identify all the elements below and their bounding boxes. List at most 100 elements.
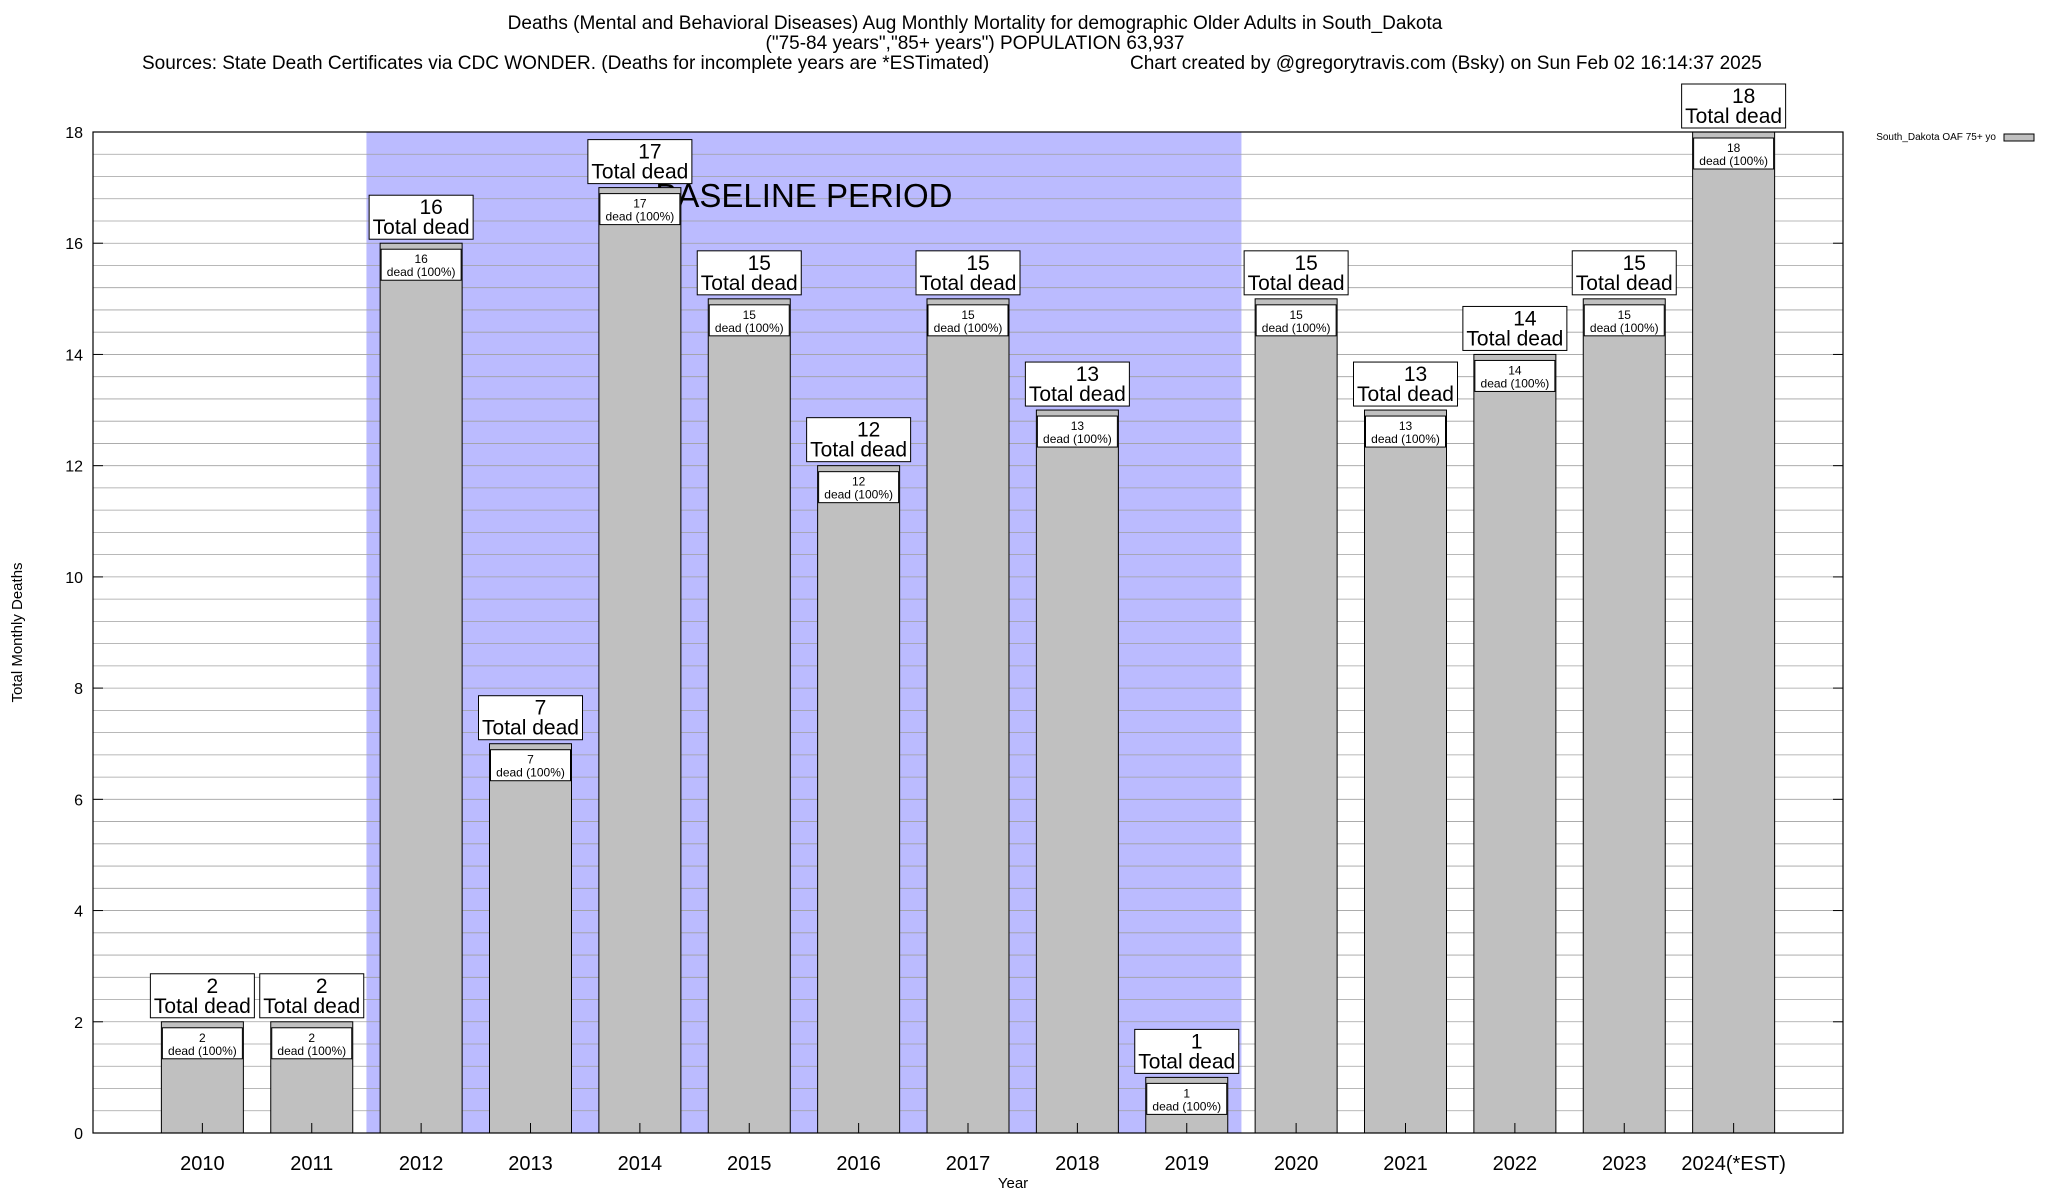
x-tick-label: 2014	[618, 1153, 663, 1175]
bar-inner-label-value: 13	[1071, 419, 1085, 433]
x-tick-label: 2023	[1602, 1153, 1647, 1175]
bar-inner-label-value: 7	[527, 753, 534, 767]
bar-inner-label-box	[599, 193, 681, 226]
bar-total-label: Total dead	[1466, 327, 1563, 350]
bar-total-value: 18	[1732, 85, 1755, 108]
bar-total-label-box	[1571, 250, 1677, 296]
x-tick-label: 2012	[399, 1153, 444, 1175]
x-tick-label: 2013	[508, 1153, 553, 1175]
x-axis-title: Year	[998, 1175, 1028, 1192]
bar-total-label: Total dead	[1685, 105, 1782, 128]
y-tick-label: 10	[65, 570, 83, 587]
legend-swatch	[2003, 133, 2035, 142]
bar-inner-label-text: dead (100%)	[934, 321, 1003, 335]
bar-total-label: Total dead	[373, 216, 470, 239]
bar-inner-label-text: dead (100%)	[168, 1044, 237, 1058]
bar-total-value: 15	[966, 252, 989, 275]
bar-total-value: 15	[748, 252, 771, 275]
y-tick-label: 8	[74, 681, 83, 698]
bar-total-label: Total dead	[920, 272, 1017, 295]
bar-inner-label-value: 2	[199, 1031, 206, 1045]
bar-inner-label-text: dead (100%)	[1152, 1099, 1221, 1113]
bar-inner-label-text: dead (100%)	[496, 766, 565, 780]
bar-inner-label-text: dead (100%)	[715, 321, 784, 335]
bar-total-label: Total dead	[701, 272, 798, 295]
y-tick-label: 0	[74, 1126, 83, 1143]
chart-title: Deaths (Mental and Behavioral Diseases) …	[507, 13, 1443, 34]
y-tick-label: 6	[74, 792, 83, 809]
bar	[1254, 298, 1338, 1134]
bar	[1692, 131, 1776, 1134]
bar-inner-label-value: 15	[1289, 308, 1303, 322]
bar-total-value: 14	[1513, 307, 1537, 330]
bar-inner-label-box	[1255, 304, 1337, 337]
bar-total-value: 15	[1623, 252, 1646, 275]
bar-total-value: 2	[207, 975, 219, 998]
x-tick-label: 2022	[1493, 1153, 1538, 1175]
bar-inner-label-value: 15	[1618, 308, 1632, 322]
bar	[598, 187, 682, 1134]
bar-inner-label-box	[490, 749, 571, 782]
bar-total-label-box	[915, 250, 1021, 296]
y-tick-label: 12	[65, 459, 83, 476]
chart-credit: Chart created by @gregorytravis.com (Bsk…	[1130, 53, 1762, 74]
bar-total-value: 1	[1191, 1030, 1203, 1053]
x-tick-label: 2021	[1383, 1153, 1428, 1175]
bar-total-label: Total dead	[482, 717, 579, 740]
bar-inner-label-box	[708, 304, 790, 337]
bar-inner-label-value: 15	[961, 308, 975, 322]
bar-inner-label-box	[927, 304, 1009, 337]
bar-inner-label-text: dead (100%)	[1262, 321, 1331, 335]
bar-total-label-box	[368, 194, 474, 240]
bar-inner-label-text: dead (100%)	[1481, 376, 1550, 390]
y-tick-label: 2	[74, 1015, 83, 1032]
bar-total-label: Total dead	[1357, 383, 1454, 406]
bar-total-label-box	[1462, 305, 1568, 351]
bar-inner-label-box	[380, 248, 462, 281]
plot-frame	[92, 131, 1844, 1134]
y-tick-label: 4	[74, 904, 83, 921]
bar	[1035, 409, 1119, 1134]
bar-total-label: Total dead	[810, 439, 907, 462]
y-tick-label: 16	[65, 236, 83, 253]
bar	[926, 298, 1010, 1134]
bar-total-label: Total dead	[591, 161, 688, 184]
bar-total-label: Total dead	[263, 995, 360, 1018]
bar-inner-label-box	[1693, 137, 1775, 170]
bar-inner-label-box	[1474, 359, 1556, 392]
y-axis-title: Total Monthly Deaths	[9, 562, 26, 702]
bar-total-label: Total dead	[154, 995, 251, 1018]
bar-total-label-box	[1134, 1028, 1240, 1074]
bar-inner-label-value: 18	[1727, 141, 1741, 155]
bar-total-value: 2	[316, 975, 328, 998]
bar-total-value: 16	[419, 196, 442, 219]
chart-sources: Sources: State Death Certificates via CD…	[142, 53, 990, 74]
bar	[1473, 353, 1557, 1134]
bar-total-label: Total dead	[1138, 1050, 1235, 1073]
bar-inner-label-value: 15	[743, 308, 757, 322]
bar-inner-label-value: 12	[852, 475, 866, 489]
bar	[489, 743, 572, 1134]
x-tick-label: 2020	[1274, 1153, 1319, 1175]
bar-inner-label-value: 2	[308, 1031, 315, 1045]
bar-total-value: 17	[638, 141, 661, 164]
bar-inner-label-value: 16	[414, 252, 428, 266]
bar-inner-label-box	[1365, 415, 1446, 448]
bar-inner-label-box	[271, 1027, 353, 1060]
bar-total-label-box	[1681, 83, 1787, 129]
x-tick-label: 2010	[180, 1153, 225, 1175]
x-tick-label: 2011	[290, 1153, 333, 1175]
bar-total-label-box	[149, 973, 255, 1019]
bar-inner-label-box	[1583, 304, 1665, 337]
bar-inner-label-text: dead (100%)	[824, 488, 893, 502]
bar-total-label-box	[696, 250, 802, 296]
bar-inner-label-value: 1	[1183, 1086, 1190, 1100]
bar-inner-label-value: 14	[1508, 363, 1522, 377]
bar-total-label-box	[478, 695, 583, 741]
bar-total-label-box	[806, 417, 912, 463]
bar	[707, 298, 791, 1134]
bar-inner-label-text: dead (100%)	[277, 1044, 346, 1058]
bar-total-label-box	[1243, 250, 1349, 296]
bar-total-value: 13	[1404, 363, 1427, 386]
